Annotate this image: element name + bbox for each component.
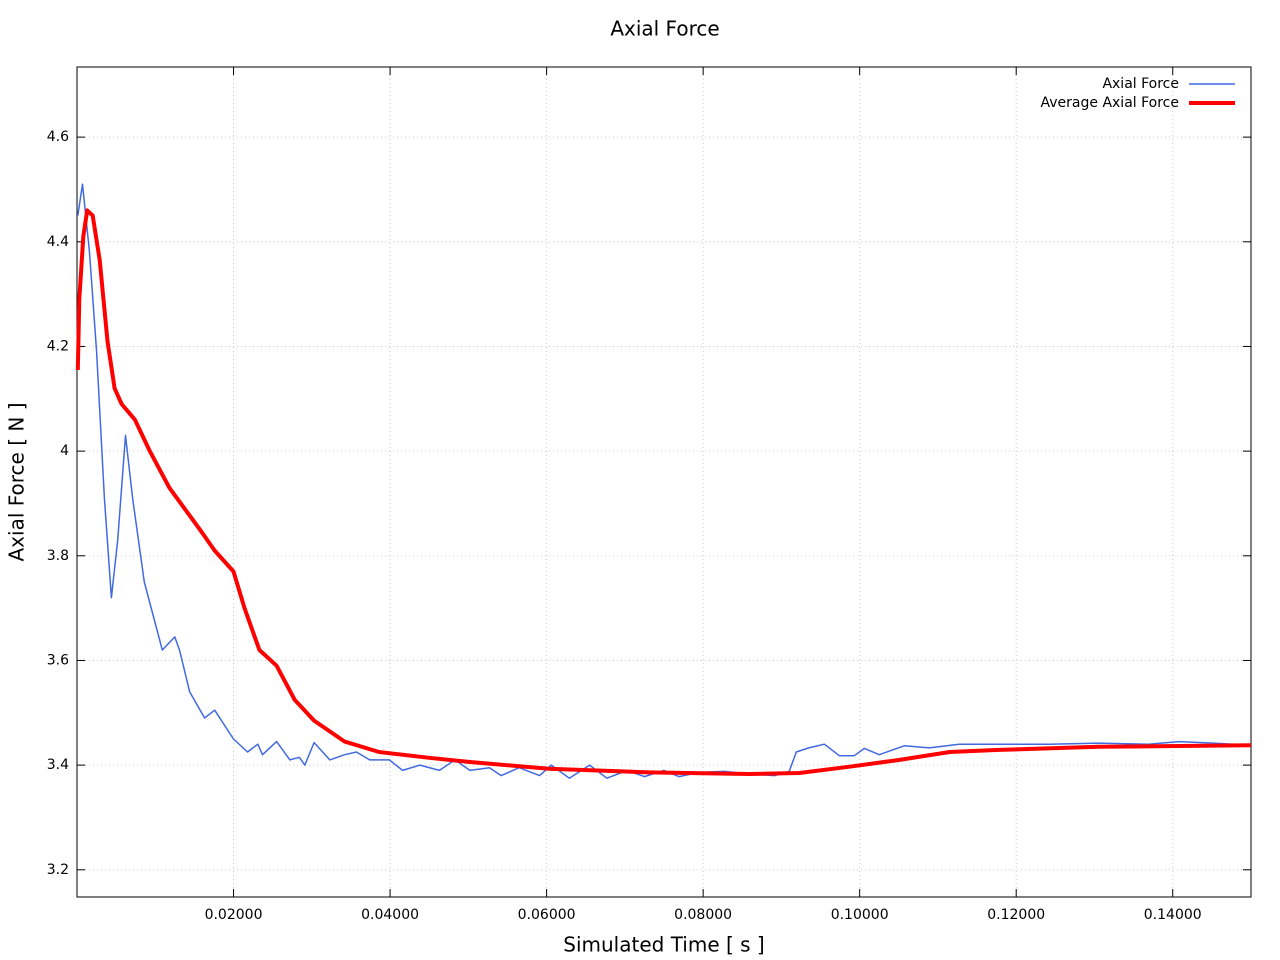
y-tick-label: 3.8: [47, 548, 69, 564]
y-tick-label: 4.4: [47, 234, 69, 250]
y-tick-label: 3.6: [47, 652, 69, 668]
x-tick-label: 0.14000: [1144, 907, 1202, 923]
x-tick-label: 0.10000: [831, 907, 889, 923]
x-tick-label: 0.04000: [361, 907, 419, 923]
data-line: [75, 208, 1252, 776]
x-tick-label: 0.08000: [674, 907, 732, 923]
y-axis-label: Axial Force [ N ]: [5, 403, 29, 562]
x-tick-label: 0.12000: [987, 907, 1045, 923]
legend-label: Average Axial Force: [1041, 95, 1180, 111]
x-tick-label: 0.02000: [205, 907, 263, 923]
legend-label: Axial Force: [1102, 76, 1179, 92]
y-tick-label: 4.2: [47, 338, 69, 354]
y-tick-label: 4: [60, 443, 69, 459]
chart-title: Axial Force: [610, 17, 719, 41]
plot-frame: [76, 66, 1252, 898]
y-tick-label: 3.2: [47, 862, 69, 878]
x-tick-label: 0.06000: [518, 907, 576, 923]
data-line: [77, 183, 1252, 779]
x-axis-label: Simulated Time [ s ]: [563, 933, 764, 957]
y-tick-label: 4.6: [47, 129, 69, 145]
y-tick-label: 3.4: [47, 757, 69, 773]
